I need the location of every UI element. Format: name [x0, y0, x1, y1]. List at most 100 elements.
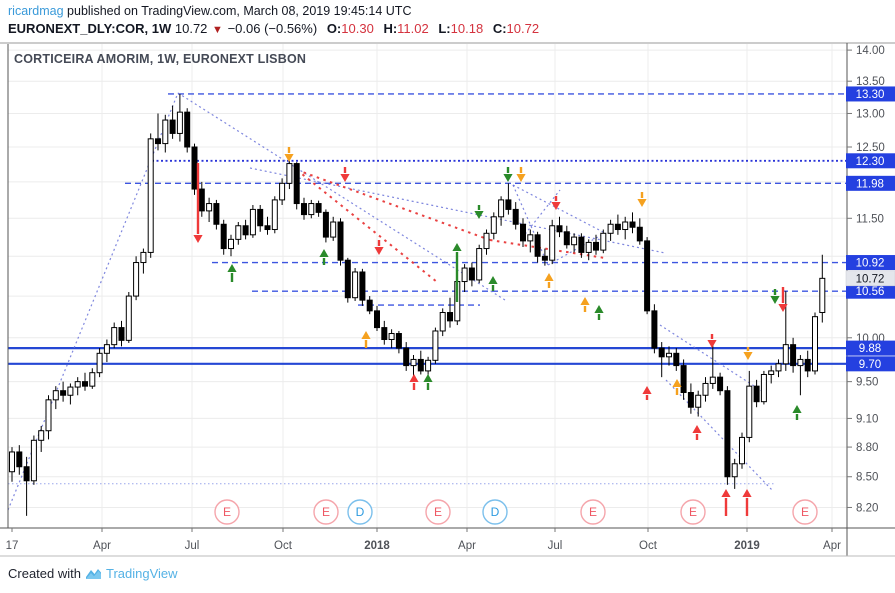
candle-body: [286, 163, 293, 184]
candle-body: [133, 262, 140, 297]
candle-body: [804, 358, 811, 372]
green-arrow-down-icon: [770, 296, 780, 304]
dividend-marker-label: D: [491, 505, 500, 519]
candles-layer: [9, 93, 826, 516]
price-tick-label: 13.50: [856, 76, 885, 88]
candle-body: [666, 352, 672, 358]
blue-dotted-trendline: [249, 167, 666, 254]
time-tick-label: Jul: [185, 540, 200, 552]
candle-body: [279, 182, 286, 201]
symbol-info-line: EURONEXT_DLY:COR, 1W 10.72 ▼ −0.06 (−0.5…: [8, 21, 539, 36]
candle-body: [257, 208, 264, 227]
price-level-badge-value: 9.70: [859, 359, 881, 371]
time-axis[interactable]: 17 Apr Jul Oct 2018 Apr Jul Oct 2019 Apr: [6, 528, 842, 552]
current-price-badge-value: 10.72: [856, 273, 885, 285]
red-dotted-trendline: [296, 169, 438, 283]
candle-body: [249, 208, 256, 236]
green-arrow-up-icon: [594, 305, 604, 313]
candle-body: [731, 463, 738, 478]
earnings-marker-circle: [792, 499, 818, 525]
author-link[interactable]: ricardmag: [8, 4, 64, 18]
candle-body: [439, 312, 446, 332]
price-level-badge-value: 11.98: [856, 178, 884, 190]
candle-body: [476, 248, 483, 281]
price-axis[interactable]: 14.0013.5013.0012.5011.5010.009.509.108.…: [845, 45, 895, 514]
red-arrow-down-icon: [551, 202, 561, 210]
red-arrow-down-icon: [374, 247, 384, 255]
candle-body: [600, 232, 607, 251]
earnings-marker-circle: [313, 499, 339, 525]
close-value: 10.72: [506, 21, 540, 36]
price-level-badge: [846, 283, 895, 299]
candle-body: [169, 119, 176, 134]
earnings-marker-circle: [214, 499, 240, 525]
candle-body: [797, 358, 804, 367]
candle-body: [790, 344, 797, 367]
created-with-text: Created with: [8, 566, 81, 581]
time-tick-label: Apr: [93, 540, 111, 552]
tradingview-brand-link[interactable]: TradingView: [105, 566, 178, 581]
time-tick-label: 2019: [734, 540, 760, 552]
price-tick-label: 13.00: [856, 108, 885, 120]
price-level-badge: [846, 356, 895, 372]
level-lines-layer: [8, 93, 847, 485]
time-tick-label: Jul: [548, 540, 563, 552]
close-label: C:: [492, 21, 507, 36]
candle-body: [819, 277, 826, 314]
candle-body: [74, 381, 81, 388]
candle-body: [374, 310, 380, 329]
time-tick-label: Oct: [274, 540, 293, 552]
red-arrow-down-icon: [778, 304, 788, 312]
price-tick-label: 8.80: [856, 442, 878, 454]
candle-body: [585, 241, 592, 253]
candle-body: [82, 381, 88, 387]
price-level-badge-value: 13.30: [856, 89, 885, 101]
candle-body: [607, 223, 614, 234]
candle-body: [702, 382, 709, 396]
candle-body: [490, 216, 497, 234]
tradingview-logo-icon: [85, 566, 102, 581]
candle-body: [687, 392, 694, 408]
grid-layer: [8, 44, 847, 528]
dividend-marker-circle: [482, 499, 508, 525]
dividend-marker-circle: [347, 499, 373, 525]
candle-body: [505, 199, 512, 210]
candle-body: [724, 390, 731, 478]
candle-body: [315, 203, 322, 213]
red-arrow-up-icon: [742, 489, 752, 497]
time-tick-label: 2018: [364, 540, 390, 552]
candle-body: [330, 221, 337, 238]
time-tick-label: Apr: [458, 540, 476, 552]
candle-body: [673, 352, 680, 367]
price-level-badge: [846, 175, 895, 191]
candle-body: [162, 119, 169, 145]
candle-body: [118, 327, 125, 341]
candle-body: [658, 347, 665, 358]
orange-arrow-down-icon: [284, 154, 294, 162]
open-value: 10.30: [341, 21, 374, 36]
candle-body: [563, 231, 570, 246]
candle-body: [498, 199, 505, 218]
candle-body: [760, 373, 767, 403]
price-level-badge-value: 9.88: [859, 343, 881, 355]
orange-arrow-up-icon: [580, 297, 590, 305]
candle-body: [23, 466, 30, 482]
candle-body: [337, 221, 344, 261]
earnings-marker-label: E: [689, 505, 697, 519]
orange-arrow-down-icon: [743, 352, 753, 360]
price-level-badge: [846, 340, 895, 356]
candle-body: [293, 163, 300, 205]
candle-body: [527, 234, 534, 242]
price-tick-label: 11.50: [856, 213, 884, 225]
price-tick-label: 9.50: [856, 377, 878, 389]
candle-body: [184, 111, 191, 148]
candle-body: [556, 225, 563, 233]
high-label: H:: [383, 21, 398, 36]
candle-body: [680, 365, 687, 394]
candle-body: [344, 259, 351, 299]
red-arrow-up-icon: [642, 386, 652, 394]
candle-body: [125, 295, 132, 341]
candle-body: [155, 138, 161, 145]
candle-body: [483, 232, 490, 250]
